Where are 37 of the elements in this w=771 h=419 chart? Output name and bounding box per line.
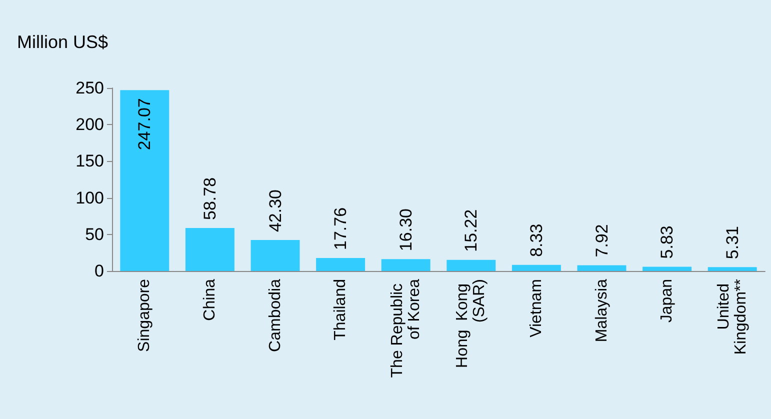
data-label: 5.31: [722, 226, 742, 260]
y-tick-label: 200: [76, 115, 104, 134]
y-tick-label: 50: [85, 224, 104, 244]
data-label: 17.76: [331, 207, 350, 250]
data-label: 8.33: [526, 224, 546, 257]
bar: [708, 267, 757, 271]
bar: [381, 259, 430, 271]
bar: [446, 260, 496, 271]
x-tick-label: Cambodia: [266, 278, 284, 352]
bar: [120, 90, 170, 271]
x-tick-label: Japan: [658, 279, 676, 323]
x-tick-label: China: [201, 278, 218, 321]
bar: [185, 228, 234, 271]
x-tick-label: Singapore: [136, 278, 154, 352]
data-label: 42.30: [266, 189, 285, 232]
data-label: 5.83: [658, 226, 677, 259]
data-label: 7.92: [592, 224, 612, 258]
bar: [512, 264, 561, 271]
y-tick-label: 250: [76, 78, 104, 98]
x-tick-label: The Republic of Korea: [388, 278, 423, 378]
data-label: 247.07: [135, 98, 154, 150]
y-tick-label: 100: [76, 188, 104, 208]
bar: [642, 266, 692, 271]
x-tick-label: Hong Kong (SAR): [454, 279, 488, 368]
bar: [316, 258, 366, 271]
x-tick-label: Vietnam: [528, 279, 545, 338]
x-tick-label: Malaysia: [593, 278, 610, 342]
y-tick-label: 0: [94, 262, 104, 280]
data-label: 15.22: [462, 209, 481, 252]
y-axis-title: Million US$: [17, 32, 108, 52]
data-label: 16.30: [396, 208, 416, 252]
data-label: 58.78: [200, 177, 220, 220]
x-tick-label: Thailand: [332, 279, 350, 340]
y-tick-label: 150: [76, 152, 104, 171]
x-tick-label: United Kingdom**: [715, 279, 750, 355]
bar: [250, 240, 300, 271]
bar: [577, 265, 626, 271]
